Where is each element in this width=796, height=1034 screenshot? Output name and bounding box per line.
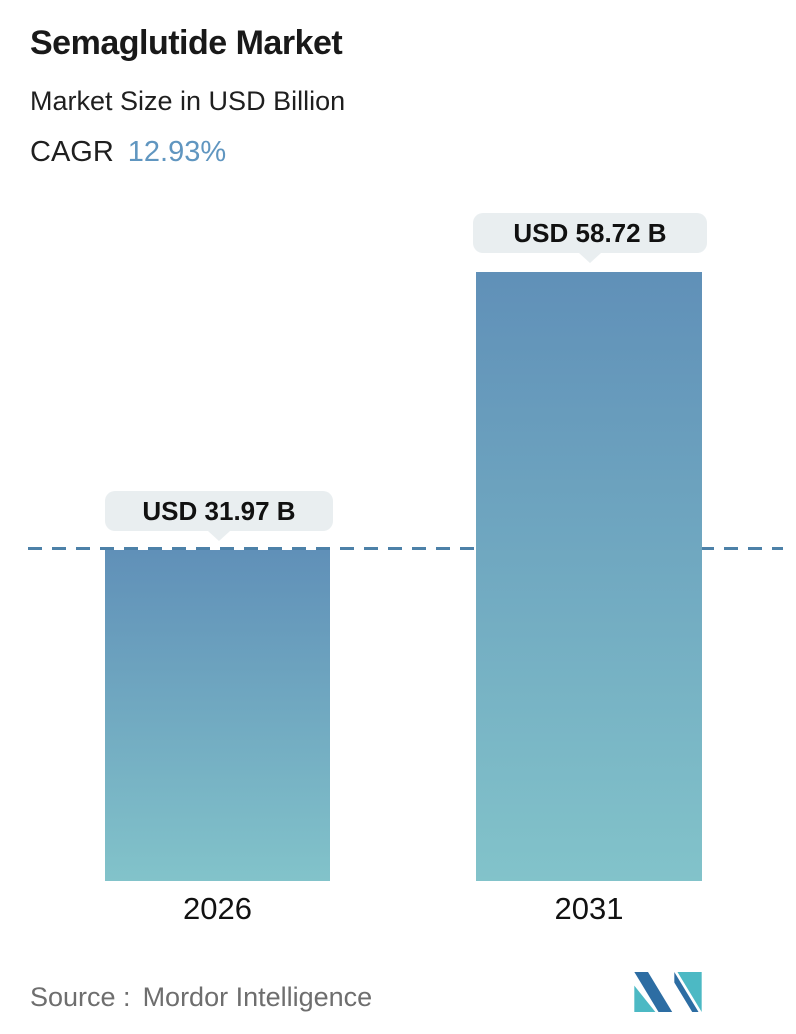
x-axis-label-2031: 2031 [554,891,624,926]
source-label: Source : [30,982,131,1012]
bar-2026 [105,550,330,881]
cagr-value: 12.93% [127,136,227,168]
source-value: Mordor Intelligence [142,982,373,1012]
chart-title: Semaglutide Market [30,24,343,62]
cagr-label: CAGR [30,136,114,168]
value-label-2031: USD 58.72 B [513,218,667,248]
value-tooltip-2026: USD 31.97 B [105,491,333,541]
tooltip-pointer-icon [579,253,601,263]
value-label-2026: USD 31.97 B [142,496,296,526]
cagr-row: CAGR 12.93% [30,136,226,169]
bar-2031 [476,272,702,881]
mordor-intelligence-logo-icon [634,972,702,1012]
chart-subtitle: Market Size in USD Billion [30,86,346,116]
baseline-dashed-line [28,547,783,550]
source-attribution: Source : Mordor Intelligence [30,982,372,1013]
value-tooltip-2031: USD 58.72 B [473,213,707,263]
tooltip-pointer-icon [208,531,230,541]
x-axis-label-2026: 2026 [183,891,252,926]
